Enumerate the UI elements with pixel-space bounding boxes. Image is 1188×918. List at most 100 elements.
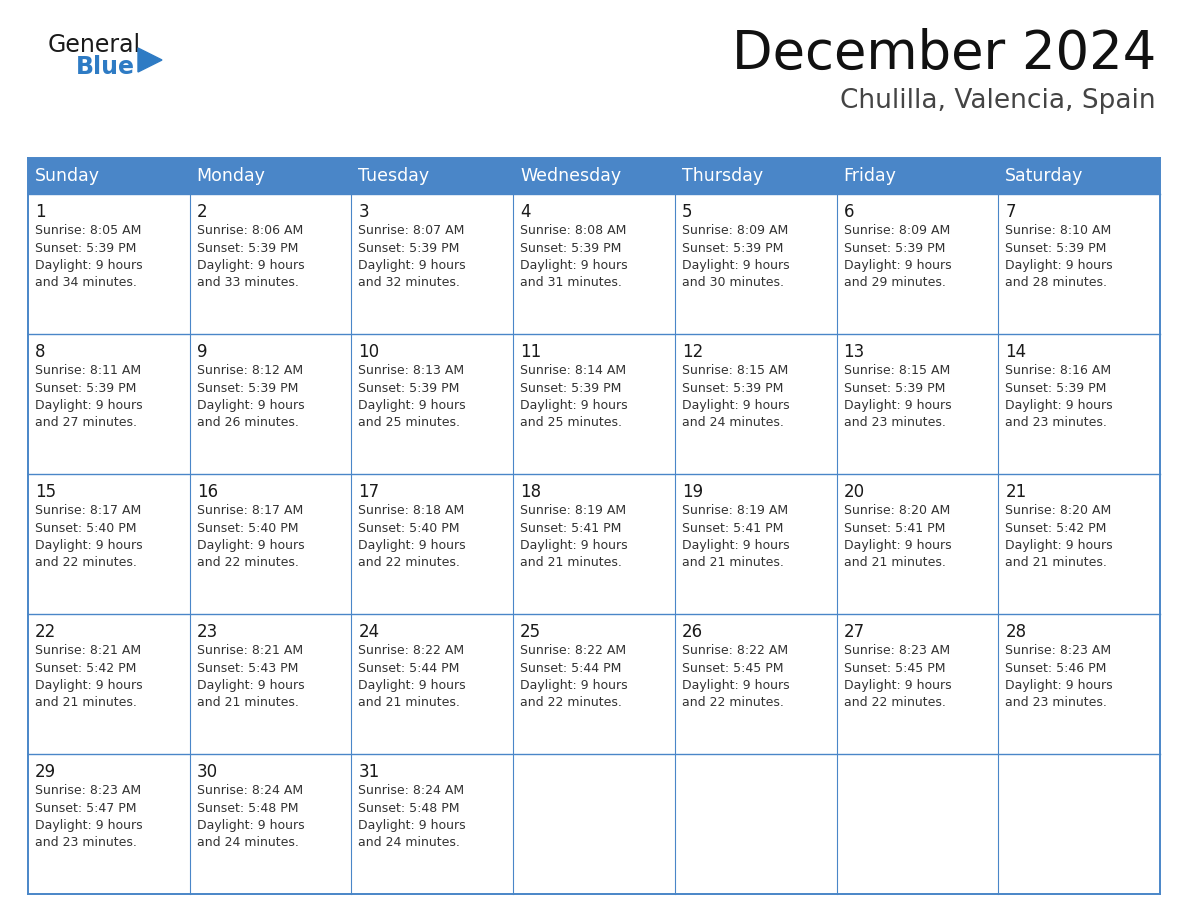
Text: Sunrise: 8:14 AM: Sunrise: 8:14 AM	[520, 364, 626, 377]
Text: and 23 minutes.: and 23 minutes.	[1005, 417, 1107, 430]
Text: and 22 minutes.: and 22 minutes.	[520, 697, 623, 710]
Text: Sunset: 5:40 PM: Sunset: 5:40 PM	[359, 521, 460, 534]
Text: and 30 minutes.: and 30 minutes.	[682, 276, 784, 289]
Text: Sunrise: 8:23 AM: Sunrise: 8:23 AM	[1005, 644, 1112, 657]
Text: and 29 minutes.: and 29 minutes.	[843, 276, 946, 289]
Text: Daylight: 9 hours: Daylight: 9 hours	[197, 399, 304, 412]
Text: Daylight: 9 hours: Daylight: 9 hours	[359, 539, 466, 552]
Text: Sunset: 5:40 PM: Sunset: 5:40 PM	[197, 521, 298, 534]
Polygon shape	[138, 48, 162, 72]
Text: Chulilla, Valencia, Spain: Chulilla, Valencia, Spain	[840, 88, 1156, 114]
Text: Sunset: 5:39 PM: Sunset: 5:39 PM	[1005, 241, 1107, 254]
Text: Sunset: 5:39 PM: Sunset: 5:39 PM	[359, 241, 460, 254]
Text: and 33 minutes.: and 33 minutes.	[197, 276, 298, 289]
Text: Sunset: 5:48 PM: Sunset: 5:48 PM	[359, 801, 460, 814]
Text: Daylight: 9 hours: Daylight: 9 hours	[197, 679, 304, 692]
Bar	[190, 614, 352, 754]
Text: 5: 5	[682, 203, 693, 221]
Text: Daylight: 9 hours: Daylight: 9 hours	[843, 399, 952, 412]
Text: Sunrise: 8:15 AM: Sunrise: 8:15 AM	[682, 364, 788, 377]
Text: 20: 20	[843, 483, 865, 501]
Bar	[190, 194, 352, 334]
Bar	[998, 194, 1159, 334]
Text: and 21 minutes.: and 21 minutes.	[520, 556, 623, 569]
Text: and 34 minutes.: and 34 minutes.	[34, 276, 137, 289]
Text: Sunrise: 8:20 AM: Sunrise: 8:20 AM	[1005, 504, 1112, 517]
Text: 18: 18	[520, 483, 542, 501]
Text: Daylight: 9 hours: Daylight: 9 hours	[682, 399, 790, 412]
Text: Sunset: 5:47 PM: Sunset: 5:47 PM	[34, 801, 137, 814]
Text: Blue: Blue	[76, 55, 135, 79]
Bar	[836, 474, 998, 614]
Text: 9: 9	[197, 343, 207, 361]
Text: Sunrise: 8:10 AM: Sunrise: 8:10 AM	[1005, 224, 1112, 237]
Text: Sunrise: 8:05 AM: Sunrise: 8:05 AM	[34, 224, 141, 237]
Text: and 25 minutes.: and 25 minutes.	[359, 417, 461, 430]
Text: Daylight: 9 hours: Daylight: 9 hours	[359, 399, 466, 412]
Bar	[190, 334, 352, 474]
Text: 3: 3	[359, 203, 369, 221]
Text: Sunrise: 8:12 AM: Sunrise: 8:12 AM	[197, 364, 303, 377]
Text: and 27 minutes.: and 27 minutes.	[34, 417, 137, 430]
Text: Sunrise: 8:13 AM: Sunrise: 8:13 AM	[359, 364, 465, 377]
Text: Daylight: 9 hours: Daylight: 9 hours	[359, 259, 466, 272]
Bar	[675, 194, 836, 334]
Text: 25: 25	[520, 623, 542, 641]
Text: Daylight: 9 hours: Daylight: 9 hours	[197, 259, 304, 272]
Text: Sunset: 5:44 PM: Sunset: 5:44 PM	[520, 662, 621, 675]
Text: Sunset: 5:48 PM: Sunset: 5:48 PM	[197, 801, 298, 814]
Text: Daylight: 9 hours: Daylight: 9 hours	[682, 539, 790, 552]
Bar	[513, 194, 675, 334]
Text: Sunrise: 8:22 AM: Sunrise: 8:22 AM	[520, 644, 626, 657]
Bar	[29, 334, 190, 474]
Text: Daylight: 9 hours: Daylight: 9 hours	[359, 679, 466, 692]
Text: Sunrise: 8:06 AM: Sunrise: 8:06 AM	[197, 224, 303, 237]
Text: Daylight: 9 hours: Daylight: 9 hours	[34, 819, 143, 832]
Text: Monday: Monday	[197, 167, 266, 185]
Text: and 21 minutes.: and 21 minutes.	[197, 697, 298, 710]
Text: and 26 minutes.: and 26 minutes.	[197, 417, 298, 430]
Text: 27: 27	[843, 623, 865, 641]
Text: 19: 19	[682, 483, 703, 501]
Text: Sunrise: 8:23 AM: Sunrise: 8:23 AM	[34, 784, 141, 797]
Text: and 23 minutes.: and 23 minutes.	[34, 836, 137, 849]
Text: Sunrise: 8:19 AM: Sunrise: 8:19 AM	[520, 504, 626, 517]
Text: 8: 8	[34, 343, 45, 361]
Text: Sunset: 5:44 PM: Sunset: 5:44 PM	[359, 662, 460, 675]
Text: Sunrise: 8:17 AM: Sunrise: 8:17 AM	[197, 504, 303, 517]
Text: 22: 22	[34, 623, 56, 641]
Text: Daylight: 9 hours: Daylight: 9 hours	[843, 679, 952, 692]
Bar	[190, 754, 352, 894]
Text: Sunset: 5:43 PM: Sunset: 5:43 PM	[197, 662, 298, 675]
Text: and 25 minutes.: and 25 minutes.	[520, 417, 623, 430]
Text: 14: 14	[1005, 343, 1026, 361]
Text: Sunrise: 8:16 AM: Sunrise: 8:16 AM	[1005, 364, 1112, 377]
Text: 13: 13	[843, 343, 865, 361]
Text: Sunset: 5:46 PM: Sunset: 5:46 PM	[1005, 662, 1107, 675]
Text: Sunset: 5:40 PM: Sunset: 5:40 PM	[34, 521, 137, 534]
Text: Sunset: 5:39 PM: Sunset: 5:39 PM	[359, 382, 460, 395]
Bar	[29, 754, 190, 894]
Bar	[352, 474, 513, 614]
Bar	[29, 194, 190, 334]
Text: Sunrise: 8:22 AM: Sunrise: 8:22 AM	[682, 644, 788, 657]
Bar	[352, 158, 513, 194]
Text: Sunset: 5:39 PM: Sunset: 5:39 PM	[197, 241, 298, 254]
Text: Sunset: 5:39 PM: Sunset: 5:39 PM	[843, 382, 944, 395]
Text: Daylight: 9 hours: Daylight: 9 hours	[682, 679, 790, 692]
Text: and 23 minutes.: and 23 minutes.	[1005, 697, 1107, 710]
Bar	[998, 754, 1159, 894]
Text: Sunset: 5:39 PM: Sunset: 5:39 PM	[1005, 382, 1107, 395]
Text: and 24 minutes.: and 24 minutes.	[359, 836, 460, 849]
Text: 10: 10	[359, 343, 379, 361]
Text: Daylight: 9 hours: Daylight: 9 hours	[1005, 539, 1113, 552]
Text: Sunrise: 8:15 AM: Sunrise: 8:15 AM	[843, 364, 950, 377]
Bar	[513, 614, 675, 754]
Bar	[836, 158, 998, 194]
Text: 23: 23	[197, 623, 217, 641]
Text: 31: 31	[359, 763, 380, 781]
Text: Sunset: 5:39 PM: Sunset: 5:39 PM	[520, 382, 621, 395]
Bar	[190, 474, 352, 614]
Text: 21: 21	[1005, 483, 1026, 501]
Text: 29: 29	[34, 763, 56, 781]
